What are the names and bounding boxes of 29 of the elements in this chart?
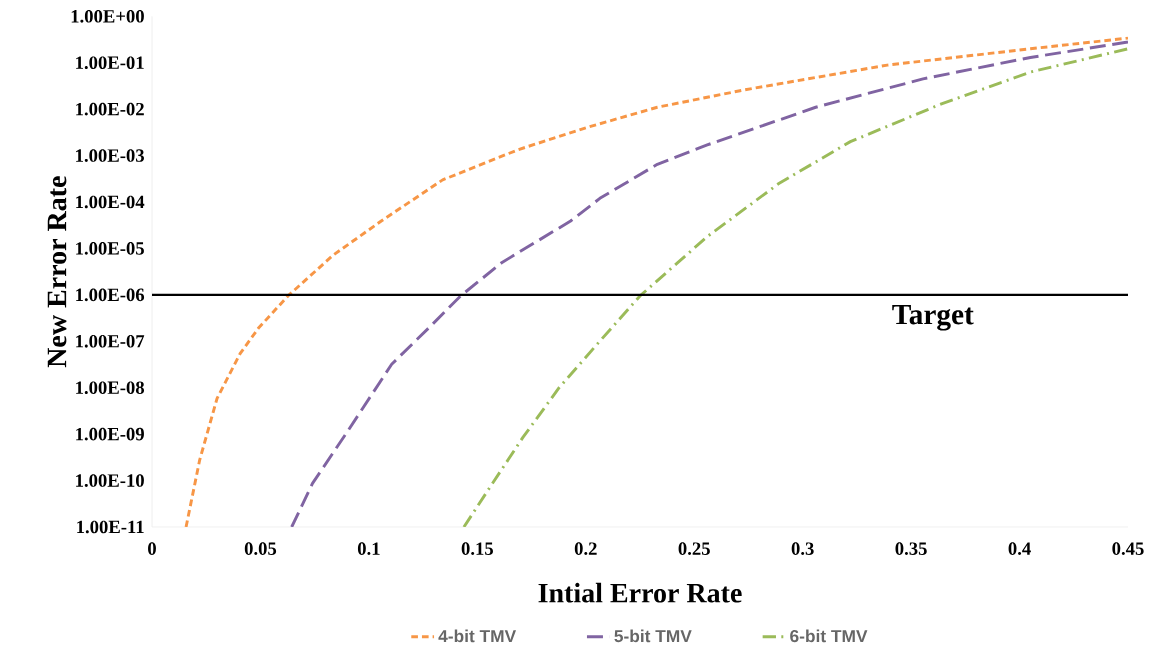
y-tick-label: 1.00E-03	[76, 149, 144, 162]
y-tick-label: 1.00E-05	[76, 242, 144, 255]
y-tick-label: 1.00E-09	[76, 427, 144, 441]
x-tick-label: 0.05	[244, 542, 277, 556]
line-series	[462, 47, 1128, 527]
y-tick-label: 1.00E-10	[76, 474, 144, 487]
x-axis-title: Intial Error Rate	[538, 582, 742, 603]
y-tick-label: 1.00E+00	[71, 9, 144, 23]
x-tick-label: 0.35	[895, 542, 927, 556]
x-tick-label: 0.15	[461, 542, 493, 556]
ref-line-label: Target	[892, 304, 974, 331]
legend-label: 6-bit TMV	[790, 629, 868, 643]
x-tick-label: 0.1	[357, 542, 380, 556]
legend-label: 4-bit TMV	[438, 629, 517, 643]
x-tick-label: 0.25	[678, 542, 710, 556]
y-tick-label: 1.00E-07	[76, 334, 145, 348]
legend-label: 5-bit TMV	[614, 629, 692, 643]
y-tick-label: 1.00E-08	[76, 381, 145, 395]
y-tick-label: 1.00E-02	[76, 102, 144, 116]
x-tick-label: 0.4	[1008, 542, 1031, 556]
y-tick-label: 1.00E-11	[77, 520, 144, 534]
x-tick-label: 0.3	[791, 542, 814, 556]
x-tick-label: 0.2	[574, 542, 597, 556]
y-axis-title: New Error Rate	[47, 176, 67, 368]
x-tick-label: 0.45	[1112, 542, 1144, 556]
y-tick-label: 1.00E-01	[76, 56, 144, 70]
x-tick-label: 0	[148, 542, 156, 555]
y-tick-label: 1.00E-04	[76, 195, 145, 209]
y-tick-label: 1.00E-06	[76, 288, 145, 302]
